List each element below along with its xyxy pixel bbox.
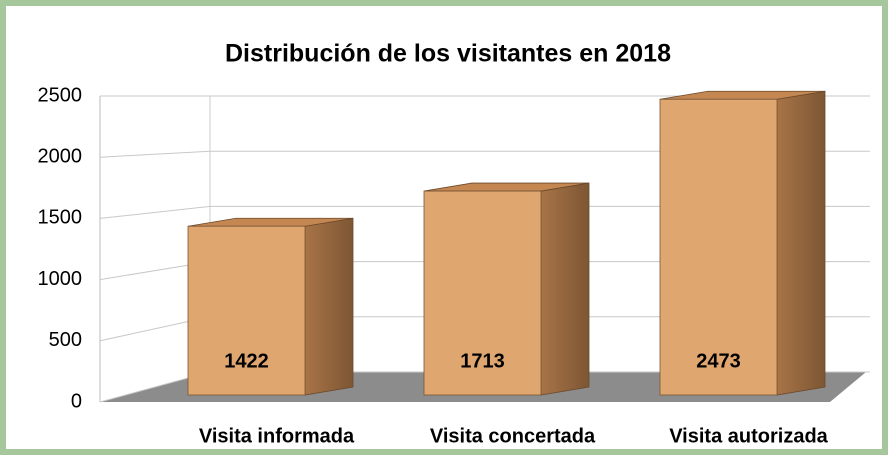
- grid: 0 500 1000 1500 2000 2500: [38, 84, 870, 412]
- y-tick-label: 2500: [38, 84, 83, 106]
- y-tick-label: 1000: [38, 268, 83, 290]
- bar-side: [776, 90, 826, 396]
- x-tick-label: Visita informada: [199, 425, 355, 447]
- bar-side: [304, 217, 354, 396]
- value-label: 1713: [460, 350, 505, 372]
- bars: 1422 Visita informada 1713 Visita concertad…: [187, 90, 829, 447]
- value-label: 2473: [696, 350, 741, 372]
- y-tick-label: 2000: [38, 145, 83, 167]
- bar: [423, 190, 542, 396]
- value-label: 1422: [224, 350, 269, 372]
- x-tick-label: Visita autorizada: [669, 425, 828, 447]
- bar-side: [540, 182, 590, 396]
- y-tick-label: 0: [71, 390, 82, 412]
- grid-line: [99, 205, 870, 219]
- grid-line: [99, 150, 870, 158]
- x-tick-label: Visita concertada: [430, 425, 596, 447]
- chart-title: Distribución de los visitantes en 2018: [225, 40, 671, 68]
- y-tick-label: 1500: [38, 207, 83, 229]
- bar: [187, 225, 306, 396]
- y-tick-label: 500: [49, 329, 82, 351]
- bar: [659, 98, 778, 396]
